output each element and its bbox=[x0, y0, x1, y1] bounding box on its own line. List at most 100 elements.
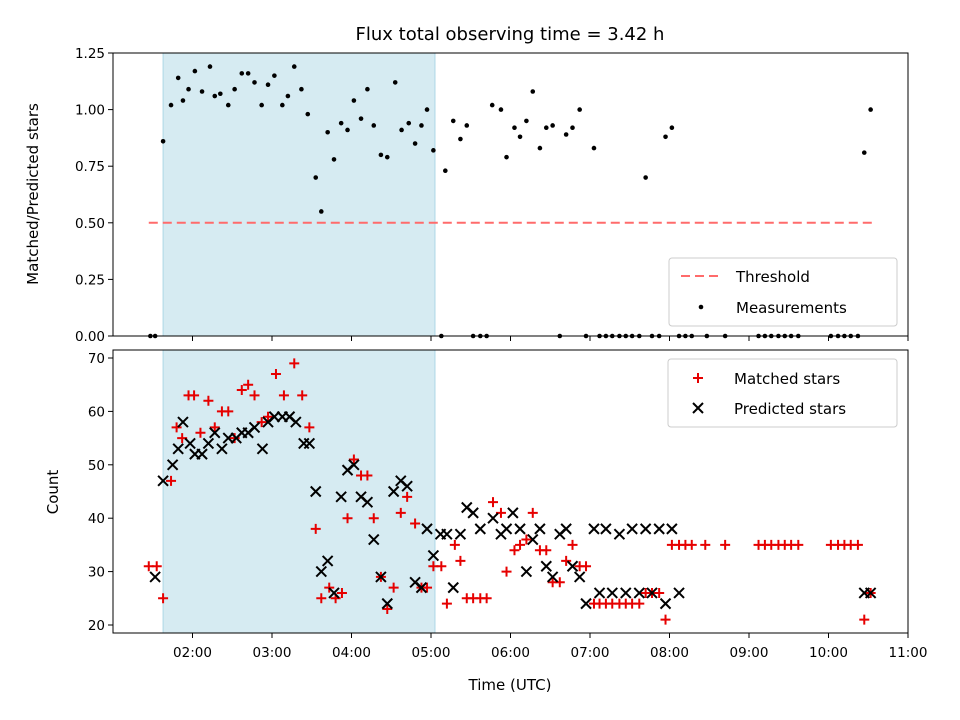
legend-threshold-label: Threshold bbox=[735, 268, 810, 286]
predicted-star-point bbox=[401, 480, 413, 492]
measurement-point bbox=[291, 64, 297, 69]
measurement-point bbox=[419, 123, 424, 128]
measurement-point bbox=[325, 129, 330, 135]
measurement-point bbox=[218, 91, 223, 97]
measurement-point bbox=[175, 75, 181, 81]
predicted-star-point bbox=[184, 437, 196, 450]
predicted-star-point bbox=[540, 560, 552, 572]
measurement-point bbox=[351, 98, 357, 103]
matched-star-point bbox=[720, 539, 731, 550]
bottom-y-axis-label: Count bbox=[44, 470, 62, 515]
measurement-point bbox=[232, 86, 237, 92]
predicted-star-point bbox=[507, 507, 519, 519]
predicted-star-point bbox=[588, 523, 600, 535]
y-tick-label: 0.00 bbox=[75, 329, 105, 345]
matched-star-point bbox=[449, 539, 460, 550]
measurement-point bbox=[365, 86, 370, 92]
measurement-point bbox=[345, 127, 350, 133]
legend-predicted-swatch bbox=[692, 402, 704, 414]
measurement-point bbox=[272, 73, 277, 78]
predicted-star-point bbox=[361, 496, 374, 508]
matched-star-point bbox=[278, 390, 289, 401]
matched-star-point bbox=[304, 422, 315, 433]
legend-box bbox=[667, 358, 898, 428]
measurement-point bbox=[577, 107, 582, 112]
y-tick-label: 1.25 bbox=[75, 46, 105, 62]
matched-star-point bbox=[422, 582, 433, 593]
predicted-star-point bbox=[467, 507, 479, 519]
measurement-point bbox=[285, 93, 291, 99]
matched-star-point bbox=[436, 561, 447, 572]
predicted-star-point bbox=[315, 565, 327, 578]
matched-star-point bbox=[316, 593, 327, 604]
predicted-star-point bbox=[593, 587, 606, 599]
matched-star-point bbox=[368, 513, 379, 524]
matched-star-point bbox=[581, 561, 592, 572]
predicted-star-point bbox=[321, 555, 334, 567]
y-tick-label: 1.00 bbox=[75, 103, 105, 119]
matched-star-point bbox=[362, 470, 373, 481]
measurement-point bbox=[371, 123, 377, 128]
predicted-star-point bbox=[520, 565, 533, 578]
x-tick-label: 09:00 bbox=[730, 645, 769, 661]
predicted-star-point bbox=[303, 437, 316, 450]
legend-matched-swatch bbox=[693, 373, 703, 383]
matched-star-point bbox=[521, 534, 532, 545]
matched-star-point bbox=[541, 545, 552, 556]
measurement-point bbox=[868, 107, 873, 112]
matched-star-point bbox=[859, 614, 870, 625]
measurement-point bbox=[543, 125, 549, 131]
predicted-star-point bbox=[427, 549, 440, 562]
measurement-point bbox=[212, 93, 218, 99]
predicted-star-point bbox=[310, 485, 322, 498]
predicted-star-point bbox=[248, 421, 261, 434]
matched-star-point bbox=[158, 593, 169, 604]
predicted-star-point bbox=[328, 587, 340, 599]
measurement-point bbox=[280, 102, 285, 108]
predicted-star-point bbox=[157, 475, 169, 487]
matched-star-point bbox=[249, 390, 260, 401]
measurement-point bbox=[265, 82, 271, 87]
matched-star-point bbox=[852, 539, 863, 550]
x-tick-label: 08:00 bbox=[650, 645, 689, 661]
measurement-point bbox=[378, 152, 384, 158]
predicted-star-point bbox=[290, 416, 302, 428]
matched-star-point bbox=[243, 379, 254, 390]
measurement-point bbox=[331, 157, 337, 162]
matched-star-point bbox=[660, 614, 671, 625]
predicted-star-point bbox=[560, 523, 572, 535]
matched-star-point bbox=[171, 422, 182, 433]
legend-measurement-swatch bbox=[698, 304, 704, 310]
legend-box bbox=[668, 257, 898, 327]
measurement-point bbox=[313, 175, 319, 180]
matched-star-point bbox=[229, 433, 240, 444]
matched-star-point bbox=[236, 385, 247, 396]
predicted-star-point bbox=[196, 448, 208, 460]
measurement-point bbox=[458, 136, 463, 142]
x-tick-label: 02:00 bbox=[173, 645, 212, 661]
measurement-point bbox=[252, 80, 257, 85]
measurement-point bbox=[225, 102, 231, 108]
matched-star-point bbox=[686, 539, 697, 550]
predicted-star-point bbox=[381, 597, 393, 610]
predicted-star-point bbox=[166, 459, 179, 471]
y-tick-label: 50 bbox=[88, 458, 105, 474]
measurement-point bbox=[464, 123, 470, 128]
measurement-point bbox=[259, 102, 264, 108]
matched-star-point bbox=[554, 577, 565, 588]
matched-star-point bbox=[289, 358, 300, 369]
predicted-star-point bbox=[620, 587, 632, 599]
measurement-point bbox=[239, 71, 245, 76]
matched-star-point bbox=[270, 369, 281, 380]
x-tick-label: 11:00 bbox=[889, 645, 928, 661]
matched-star-point bbox=[395, 507, 406, 518]
x-tick-label: 10:00 bbox=[809, 645, 848, 661]
measurement-point bbox=[207, 64, 213, 69]
measurement-point bbox=[180, 98, 186, 103]
measurement-point bbox=[406, 120, 412, 126]
y-tick-label: 0.25 bbox=[75, 272, 105, 288]
predicted-star-point bbox=[514, 523, 526, 535]
measurement-point bbox=[186, 86, 191, 92]
matched-star-point bbox=[189, 390, 200, 401]
